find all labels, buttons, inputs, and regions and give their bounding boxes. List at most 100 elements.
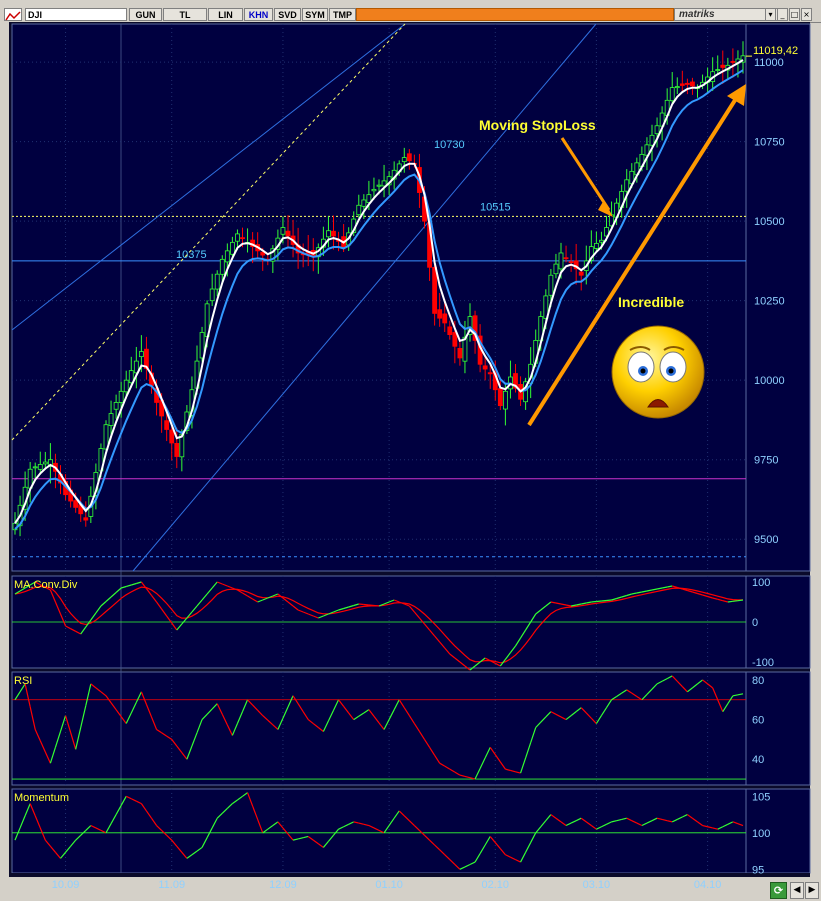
maximize-button[interactable]: □ (789, 8, 800, 21)
candle-body (128, 370, 134, 384)
rsi-line-segment (444, 765, 451, 770)
macd-line-segment (110, 592, 117, 598)
momentum-line-segment (489, 836, 496, 843)
momentum-line-segment (499, 848, 506, 856)
tool-button-tmp[interactable]: TMP (329, 8, 356, 21)
macd-line-segment (217, 581, 223, 585)
momentum-line-segment (398, 810, 405, 817)
macd-line-segment (257, 599, 263, 603)
rsi-line-segment (140, 691, 148, 705)
rsi-line-segment (550, 711, 557, 715)
rsi-line-segment (732, 694, 739, 697)
momentum-line-segment (297, 837, 304, 840)
rsi-line-segment (671, 675, 678, 682)
rsi-line-segment (14, 691, 21, 701)
date-tick-label: 03.10 (583, 879, 611, 891)
momentum-line-segment (140, 803, 147, 812)
momentum-tick-label: 95 (752, 864, 764, 876)
rsi-line-segment (595, 715, 602, 724)
tool-button-svd[interactable]: SVD (274, 8, 301, 21)
rsi-line-segment (676, 680, 683, 687)
macd-line-segment (267, 595, 274, 599)
macd-line-segment (211, 581, 218, 589)
scroll-left-button[interactable]: ◀ (790, 882, 804, 899)
scroll-right-button[interactable]: ▶ (805, 882, 819, 899)
macd-line-segment (39, 584, 46, 588)
close-button[interactable]: × (801, 8, 812, 21)
rsi-line-segment (737, 693, 744, 696)
momentum-line-segment (565, 822, 572, 827)
last-price-label: 11019,42 (753, 45, 798, 57)
level-label-10375: 10375 (176, 249, 207, 261)
date-tick-label: 02.10 (482, 879, 510, 891)
candle-body (442, 313, 448, 324)
momentum-line-segment (550, 814, 557, 819)
macd-line-segment (692, 591, 698, 595)
macd-line-segment (363, 603, 369, 606)
rsi-line-segment (560, 716, 567, 721)
macd-line-segment (378, 603, 385, 607)
date-tick-label: 11.09 (158, 879, 185, 891)
macd-line-segment (661, 586, 668, 589)
candle-body (361, 199, 367, 207)
macd-line-segment (555, 602, 562, 605)
chart-type-button-khn[interactable]: KHN (244, 8, 273, 21)
period-button-tl[interactable]: TL (163, 8, 207, 21)
momentum-line-segment (105, 823, 112, 834)
tool-button-sym[interactable]: SYM (302, 8, 328, 21)
rsi-line-segment (363, 709, 370, 714)
rsi-line-segment (70, 732, 77, 750)
rsi-line-segment (575, 707, 582, 713)
macd-line-segment (140, 581, 147, 590)
rsi-line-segment (54, 731, 62, 748)
macd-line-segment (464, 665, 471, 671)
momentum-line-segment (80, 829, 87, 836)
app-logo-icon (4, 8, 22, 21)
momentum-line-segment (44, 839, 51, 847)
macd-line-segment (722, 600, 728, 603)
momentum-line-segment (348, 821, 354, 825)
symbol-input[interactable]: DJI (25, 8, 127, 21)
candle-body (649, 134, 655, 146)
rsi-line-segment (398, 699, 405, 709)
rsi-line-segment (434, 754, 441, 764)
candle-body (47, 459, 53, 467)
momentum-line-segment (39, 827, 46, 841)
momentum-line-segment (419, 829, 425, 836)
momentum-line-segment (90, 824, 97, 829)
macd-line-segment (176, 623, 183, 631)
window-menu-button[interactable]: ▾ (765, 8, 776, 21)
macd-line-segment (454, 657, 461, 663)
rsi-line-segment (717, 699, 724, 712)
macd-line-segment (621, 594, 627, 598)
momentum-line-segment (424, 834, 430, 841)
rsi-line-segment (176, 745, 183, 753)
candle-body (669, 87, 675, 102)
minimize-button[interactable]: _ (777, 8, 788, 21)
face-mouth (647, 399, 669, 408)
macd-line-segment (272, 593, 279, 597)
rsi-line-segment (449, 768, 456, 773)
momentum-line-segment (484, 836, 491, 846)
macd-line-segment (171, 622, 178, 631)
candle-body (543, 295, 549, 319)
period-button-gun[interactable]: GUN (129, 8, 162, 21)
momentum-line-segment (232, 799, 238, 805)
candle-body (235, 233, 240, 242)
macd-line-segment (737, 599, 744, 602)
candle-body (103, 424, 109, 450)
rsi-line-segment (24, 683, 31, 707)
macd-line-segment (201, 593, 208, 601)
macd-line-segment (24, 584, 31, 589)
rsi-line-segment (257, 709, 264, 717)
refresh-button[interactable]: ⟳ (770, 882, 787, 899)
macd-line-segment (581, 602, 587, 605)
scale-button-lin[interactable]: LIN (208, 8, 243, 21)
momentum-tick-label: 100 (752, 828, 770, 840)
moving-average-slow (14, 69, 744, 530)
rsi-line-segment (393, 699, 400, 710)
momentum-line-segment (641, 822, 648, 827)
macd-line-segment (100, 601, 107, 607)
rsi-title: RSI (14, 675, 32, 687)
rsi-tick-label: 40 (752, 754, 764, 766)
